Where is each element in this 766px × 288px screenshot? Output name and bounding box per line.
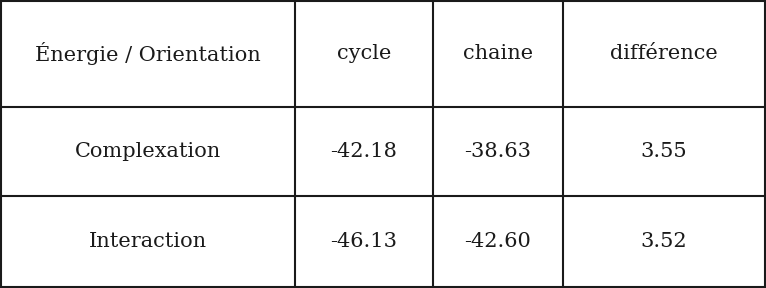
Text: chaine: chaine <box>463 44 533 63</box>
Text: -38.63: -38.63 <box>464 142 531 161</box>
Text: -46.13: -46.13 <box>330 232 398 251</box>
Text: Interaction: Interaction <box>89 232 207 251</box>
Text: -42.60: -42.60 <box>464 232 531 251</box>
Text: Complexation: Complexation <box>75 142 221 161</box>
Text: 3.52: 3.52 <box>640 232 687 251</box>
Text: différence: différence <box>611 44 718 63</box>
Text: Énergie / Orientation: Énergie / Orientation <box>35 42 260 65</box>
Text: cycle: cycle <box>337 44 391 63</box>
Text: -42.18: -42.18 <box>330 142 398 161</box>
Text: 3.55: 3.55 <box>640 142 687 161</box>
